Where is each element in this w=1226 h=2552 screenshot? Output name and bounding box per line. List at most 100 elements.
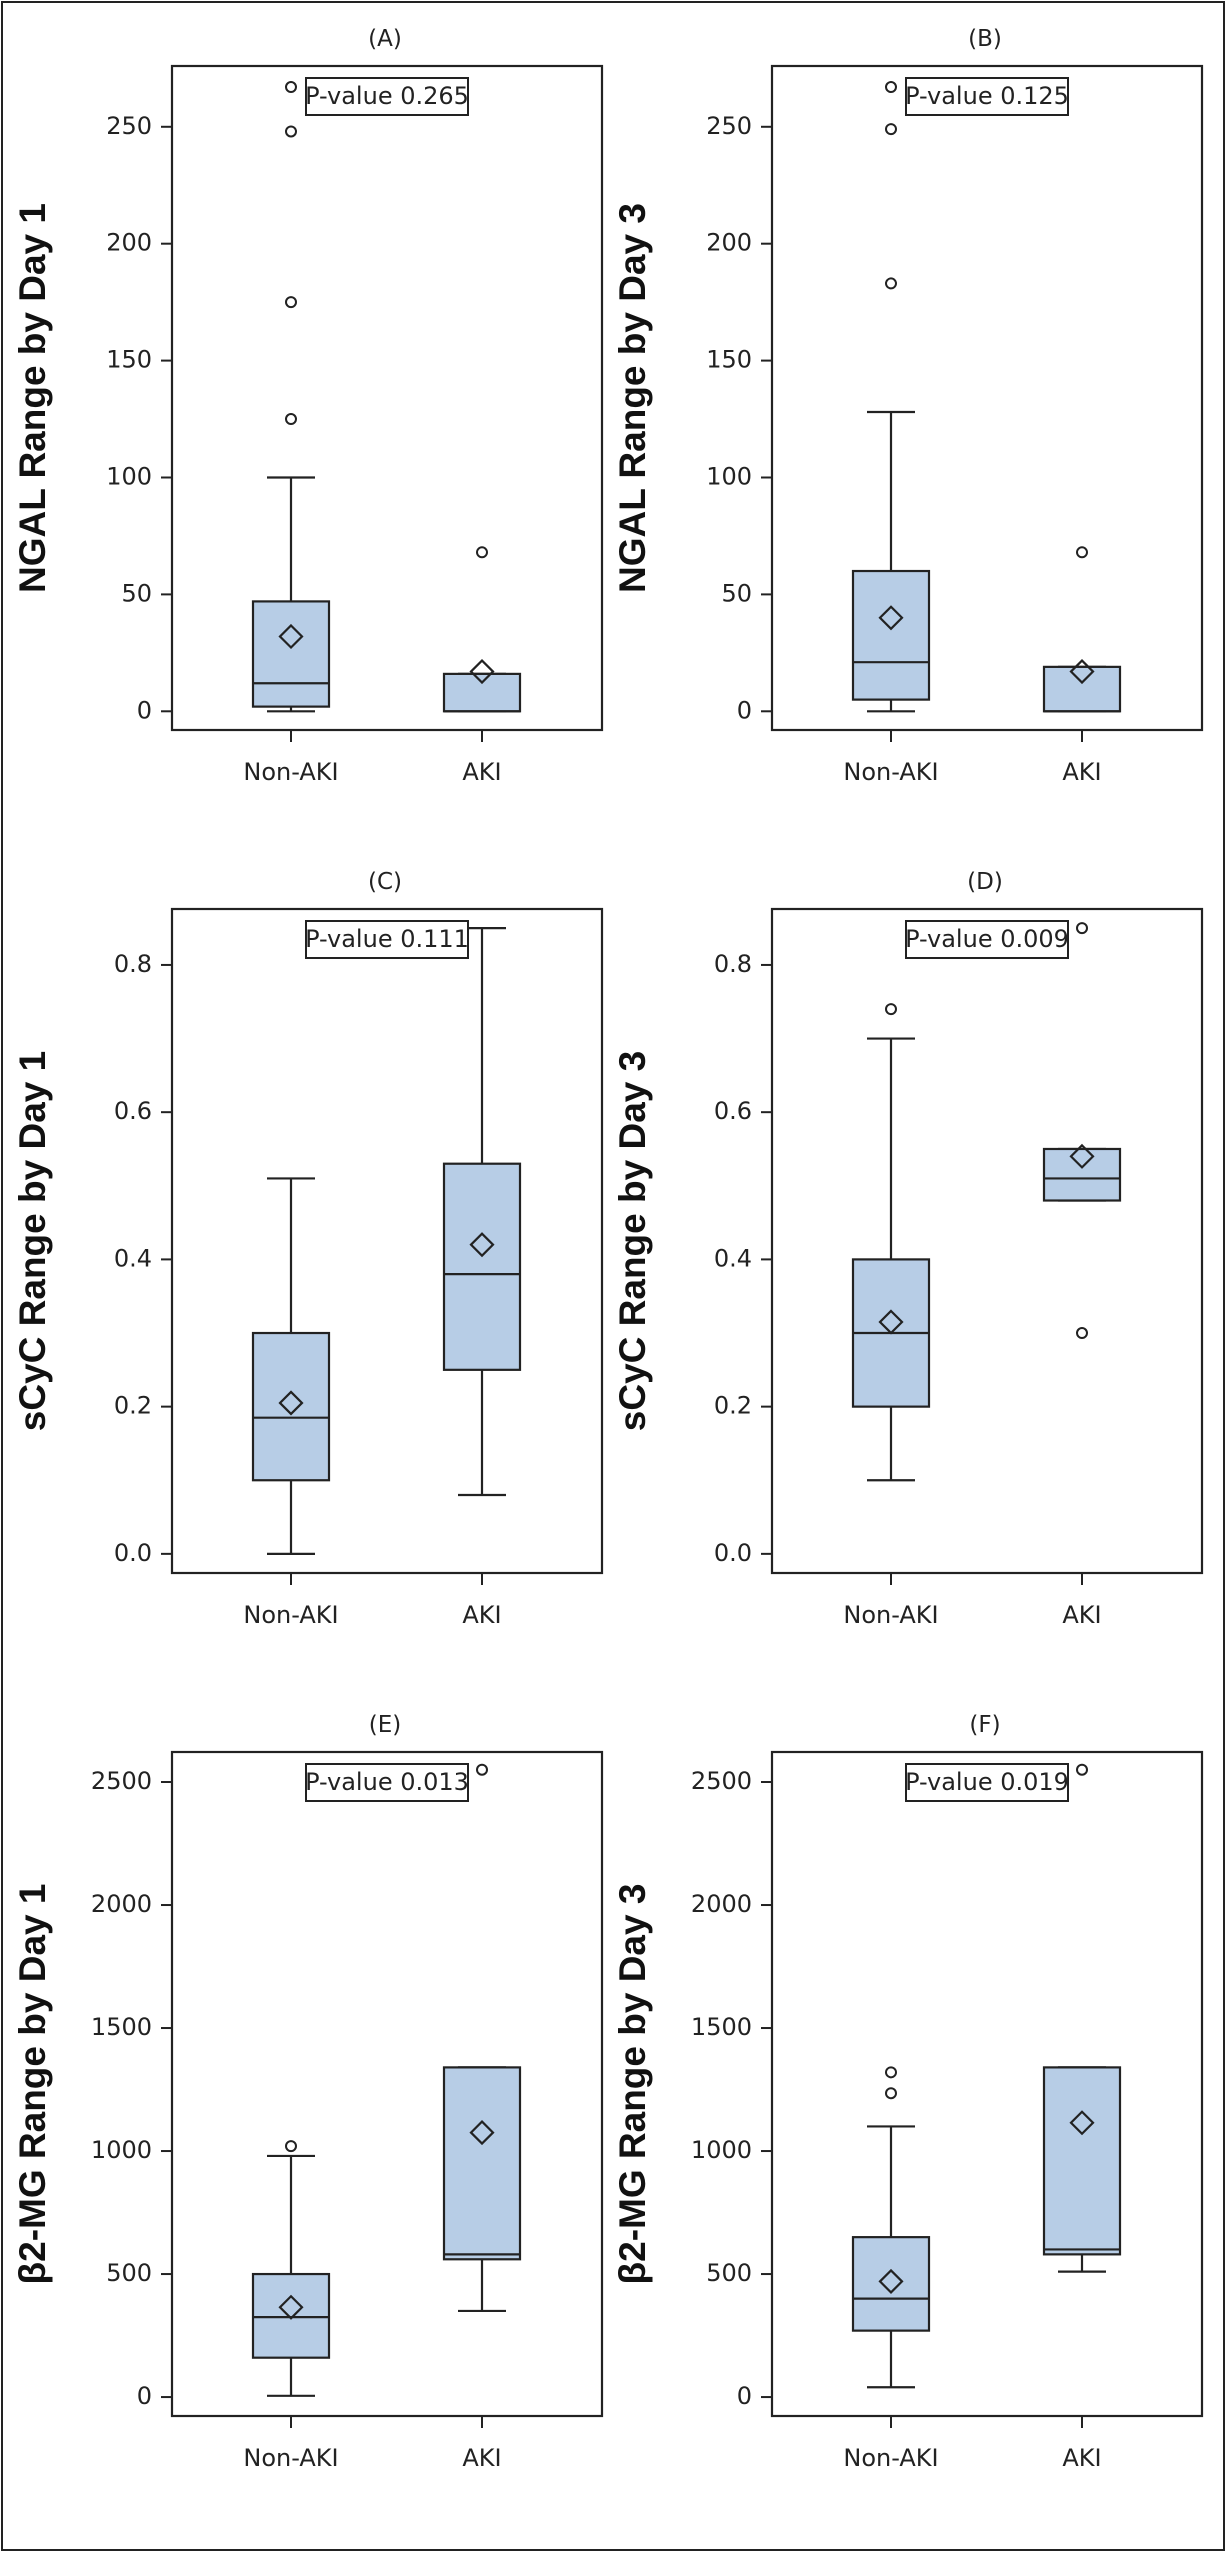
y-tick-label: 250 <box>706 112 752 140</box>
mean-marker <box>878 605 904 631</box>
outlier-point <box>1076 1763 1088 1776</box>
p-value-label: P-value 0.009 <box>905 925 1069 953</box>
iqr-box <box>851 2236 931 2332</box>
y-tick-label: 0 <box>737 696 752 724</box>
outlier-point <box>285 125 297 138</box>
y-tick-label: 0.6 <box>714 1097 752 1125</box>
y-axis-label: sCyC Range by Day 1 <box>12 1051 53 1431</box>
y-tick-label: 0.0 <box>714 1539 752 1567</box>
y-axis-label: β2-MG Range by Day 3 <box>612 1884 653 2285</box>
y-tick-label: 100 <box>106 462 152 490</box>
y-tick-label: 0.4 <box>114 1244 152 1272</box>
y-tick-label: 0 <box>737 2382 752 2410</box>
panel-d: (D) sCyC Range by Day 3 0.0 0.2 0.4 0.6 0.8 Non… <box>612 869 1204 1629</box>
outlier-point <box>885 1003 897 1016</box>
box-aki <box>1042 922 1122 1340</box>
x-tick-label: Non-AKI <box>843 2444 938 2472</box>
outlier-point <box>1076 546 1088 559</box>
x-tick-label: Non-AKI <box>243 2444 338 2472</box>
plot-frame <box>170 907 604 1575</box>
p-value-box <box>905 920 1069 959</box>
panel-e: (E) β2-MG Range by Day 1 0 500 1000 1500 2000 2… <box>12 1712 604 2472</box>
x-tick-label: AKI <box>462 758 501 786</box>
outlier-point <box>885 81 897 94</box>
y-tick-label: 2500 <box>691 1767 752 1795</box>
y-tick-label: 500 <box>106 2259 152 2287</box>
outlier-point <box>285 296 297 309</box>
mean-marker <box>878 1309 904 1335</box>
y-tick-label: 500 <box>706 2259 752 2287</box>
outlier-point <box>285 81 297 94</box>
iqr-box <box>442 672 522 713</box>
x-tick-label: AKI <box>462 1601 501 1629</box>
box-aki <box>442 546 522 713</box>
mean-marker <box>278 623 304 650</box>
p-value-label: P-value 0.019 <box>905 1768 1069 1796</box>
x-tick-label: AKI <box>1062 2444 1101 2472</box>
panel-title: (C) <box>368 869 402 895</box>
box-non-aki <box>251 2140 331 2397</box>
y-tick-label: 250 <box>106 112 152 140</box>
y-tick-label: 100 <box>706 462 752 490</box>
iqr-box <box>851 569 931 701</box>
x-tick-label: AKI <box>462 2444 501 2472</box>
y-axis-label: NGAL Range by Day 3 <box>612 203 653 593</box>
outlier-point <box>885 277 897 290</box>
x-tick-label: AKI <box>1062 758 1101 786</box>
outlier-point <box>1076 1327 1088 1340</box>
box-aki <box>442 1763 522 2313</box>
y-tick-label: 150 <box>706 346 752 374</box>
iqr-box <box>442 2066 522 2261</box>
outlier-point <box>885 123 897 136</box>
y-tick-label: 200 <box>706 229 752 257</box>
panel-title: (F) <box>969 1712 1000 1738</box>
outlier-point <box>885 2066 897 2079</box>
mean-marker <box>878 2268 904 2294</box>
y-tick-label: 0.0 <box>114 1539 152 1567</box>
x-tick-label: AKI <box>1062 1601 1101 1629</box>
x-tick-label: Non-AKI <box>843 758 938 786</box>
x-tick-label: Non-AKI <box>243 1601 338 1629</box>
p-value-annotation: P-value 0.265 <box>305 77 469 116</box>
p-value-annotation: P-value 0.111 <box>305 920 469 959</box>
x-tick-label: Non-AKI <box>243 758 338 786</box>
panel-a: (A) NGAL Range by Day 1 0 50 100 150 200 250 Non… <box>12 26 604 786</box>
panel-title: (E) <box>369 1712 401 1738</box>
p-value-box <box>905 77 1069 116</box>
outlier-point <box>1076 922 1088 935</box>
mean-marker <box>1069 1143 1095 1169</box>
y-tick-label: 1000 <box>691 2136 752 2164</box>
p-value-annotation: P-value 0.013 <box>305 1763 469 1802</box>
box-non-aki <box>251 81 331 713</box>
plot-frame <box>170 64 604 732</box>
mean-marker <box>1069 2110 1095 2136</box>
mean-marker <box>278 2294 304 2320</box>
y-tick-label: 2000 <box>691 1890 752 1918</box>
p-value-label: P-value 0.265 <box>305 82 469 110</box>
iqr-box <box>251 600 331 708</box>
y-tick-label: 1500 <box>91 2013 152 2041</box>
p-value-box <box>305 77 469 116</box>
y-tick-label: 1000 <box>91 2136 152 2164</box>
plot-frame <box>770 64 1204 732</box>
panel-c: (C) sCyC Range by Day 1 0.0 0.2 0.4 0.6 0.8 Non… <box>12 869 604 1629</box>
iqr-box <box>1042 665 1122 713</box>
y-tick-label: 2000 <box>91 1890 152 1918</box>
box-aki <box>1042 1763 1122 2273</box>
outlier-point <box>885 2087 897 2100</box>
y-tick-label: 0.2 <box>114 1392 152 1420</box>
y-axis-label: NGAL Range by Day 1 <box>12 203 53 593</box>
p-value-box <box>305 1763 469 1802</box>
p-value-annotation: P-value 0.009 <box>905 920 1069 959</box>
iqr-box <box>1042 1147 1122 1202</box>
p-value-label: P-value 0.013 <box>305 1768 469 1796</box>
mean-marker <box>278 1390 304 1416</box>
iqr-box <box>442 1162 522 1371</box>
outlier-point <box>285 413 297 426</box>
plot-frame <box>770 907 1204 1575</box>
y-tick-label: 50 <box>121 579 152 607</box>
y-axis-label: sCyC Range by Day 3 <box>612 1051 653 1431</box>
mean-marker <box>469 2120 495 2146</box>
